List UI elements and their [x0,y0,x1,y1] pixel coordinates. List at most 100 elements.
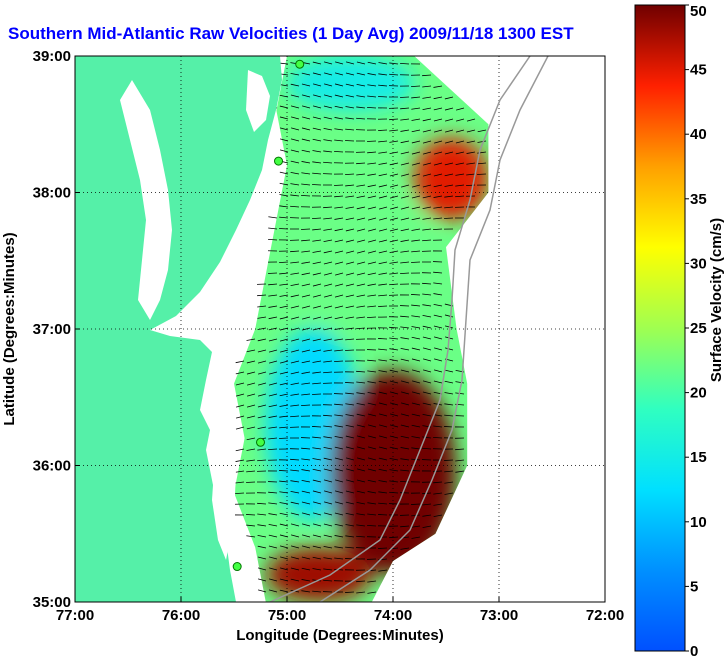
velocity-arrow [356,501,366,505]
velocity-arrow [257,448,267,451]
velocity-arrow [334,128,344,131]
velocity-arrow [290,556,300,560]
velocity-arrow [378,228,388,232]
velocity-arrow [422,503,432,506]
velocity-arrow [444,414,454,417]
velocity-arrow [356,272,366,276]
velocity-arrow [356,413,366,417]
velocity-arrow [378,491,388,494]
velocity-arrow [422,85,432,88]
velocity-arrow [444,392,454,395]
velocity-arrow [356,316,366,319]
velocity-arrow [323,239,333,242]
velocity-arrow [356,591,366,594]
colorbar-tick-label: 15 [690,449,707,466]
velocity-arrow [411,447,421,450]
velocity-arrow [356,479,366,483]
velocity-arrow [235,382,245,386]
velocity-arrow [389,228,399,232]
velocity-arrow [367,316,377,319]
velocity-arrow [422,525,432,528]
velocity-arrow [356,283,366,287]
velocity-arrow [433,347,443,351]
velocity-arrow [345,479,355,483]
velocity-arrow [389,369,399,373]
velocity-arrow [312,239,322,242]
velocity-arrow [268,523,278,527]
velocity-arrow [323,579,333,582]
velocity-arrow [323,83,333,87]
velocity-arrow [279,294,289,297]
velocity-arrow [455,448,465,451]
velocity-arrow [433,436,443,439]
velocity-arrow [312,127,322,131]
velocity-arrow [389,250,399,254]
velocity-arrow [301,590,311,593]
x-axis-label: Longitude (Degrees:Minutes) [236,627,444,644]
velocity-arrow [312,556,322,560]
velocity-arrow [334,217,344,220]
velocity-arrow [323,305,333,309]
velocity-arrow [290,382,300,386]
velocity-arrow [378,480,388,483]
velocity-arrow [312,523,322,527]
velocity-arrow [400,228,410,232]
velocity-arrow [367,228,377,232]
velocity-arrow [334,206,344,209]
velocity-arrow [301,393,311,396]
velocity-arrow [466,118,476,122]
velocity-arrow [301,545,311,549]
velocity-arrow [334,557,344,560]
velocity-arrow [367,591,377,594]
chart-title: Southern Mid-Atlantic Raw Velocities (1 … [8,24,574,43]
velocity-arrow [301,149,311,153]
velocity-arrow [279,415,289,418]
velocity-arrow [378,272,388,275]
velocity-arrow [323,501,333,505]
velocity-arrow [400,62,410,65]
velocity-arrow [422,96,432,99]
colorbar-tick-label: 20 [690,385,707,402]
velocity-arrow [301,94,311,98]
velocity-arrow [422,315,432,318]
velocity-arrow [389,162,399,166]
velocity-arrow [411,347,421,351]
velocity-arrow [367,435,377,439]
velocity-arrow [312,426,322,428]
velocity-arrow [345,403,355,406]
velocity-arrow [367,173,377,176]
x-tick-label: 72:00 [586,607,624,624]
velocity-arrow [378,294,388,297]
velocity-arrow [268,556,278,560]
velocity-arrow [312,172,322,175]
velocity-arrow [334,479,344,483]
velocity-arrow [400,380,410,384]
velocity-arrow [257,305,267,308]
velocity-arrow [323,228,333,231]
velocity-arrow [422,217,432,220]
velocity-arrow [345,305,355,309]
velocity-arrow [444,96,454,100]
velocity-arrow [323,523,333,527]
velocity-arrow [334,425,344,428]
velocity-region [265,547,372,602]
velocity-arrow [323,512,333,516]
velocity-arrow [378,206,388,210]
velocity-arrow [268,513,278,516]
velocity-arrow [433,96,443,100]
velocity-arrow [279,502,289,505]
velocity-arrow [422,118,432,122]
velocity-arrow [323,349,333,352]
velocity-arrow [312,436,322,439]
velocity-arrow [400,424,410,428]
velocity-arrow [290,171,300,175]
velocity-arrow [433,217,443,220]
velocity-arrow [433,184,443,188]
velocity-arrow [378,195,388,199]
velocity-arrow [433,271,443,274]
velocity-arrow [466,151,476,154]
velocity-arrow [268,216,278,219]
velocity-arrow [334,446,344,450]
velocity-arrow [455,195,465,198]
velocity-arrow [279,437,289,439]
